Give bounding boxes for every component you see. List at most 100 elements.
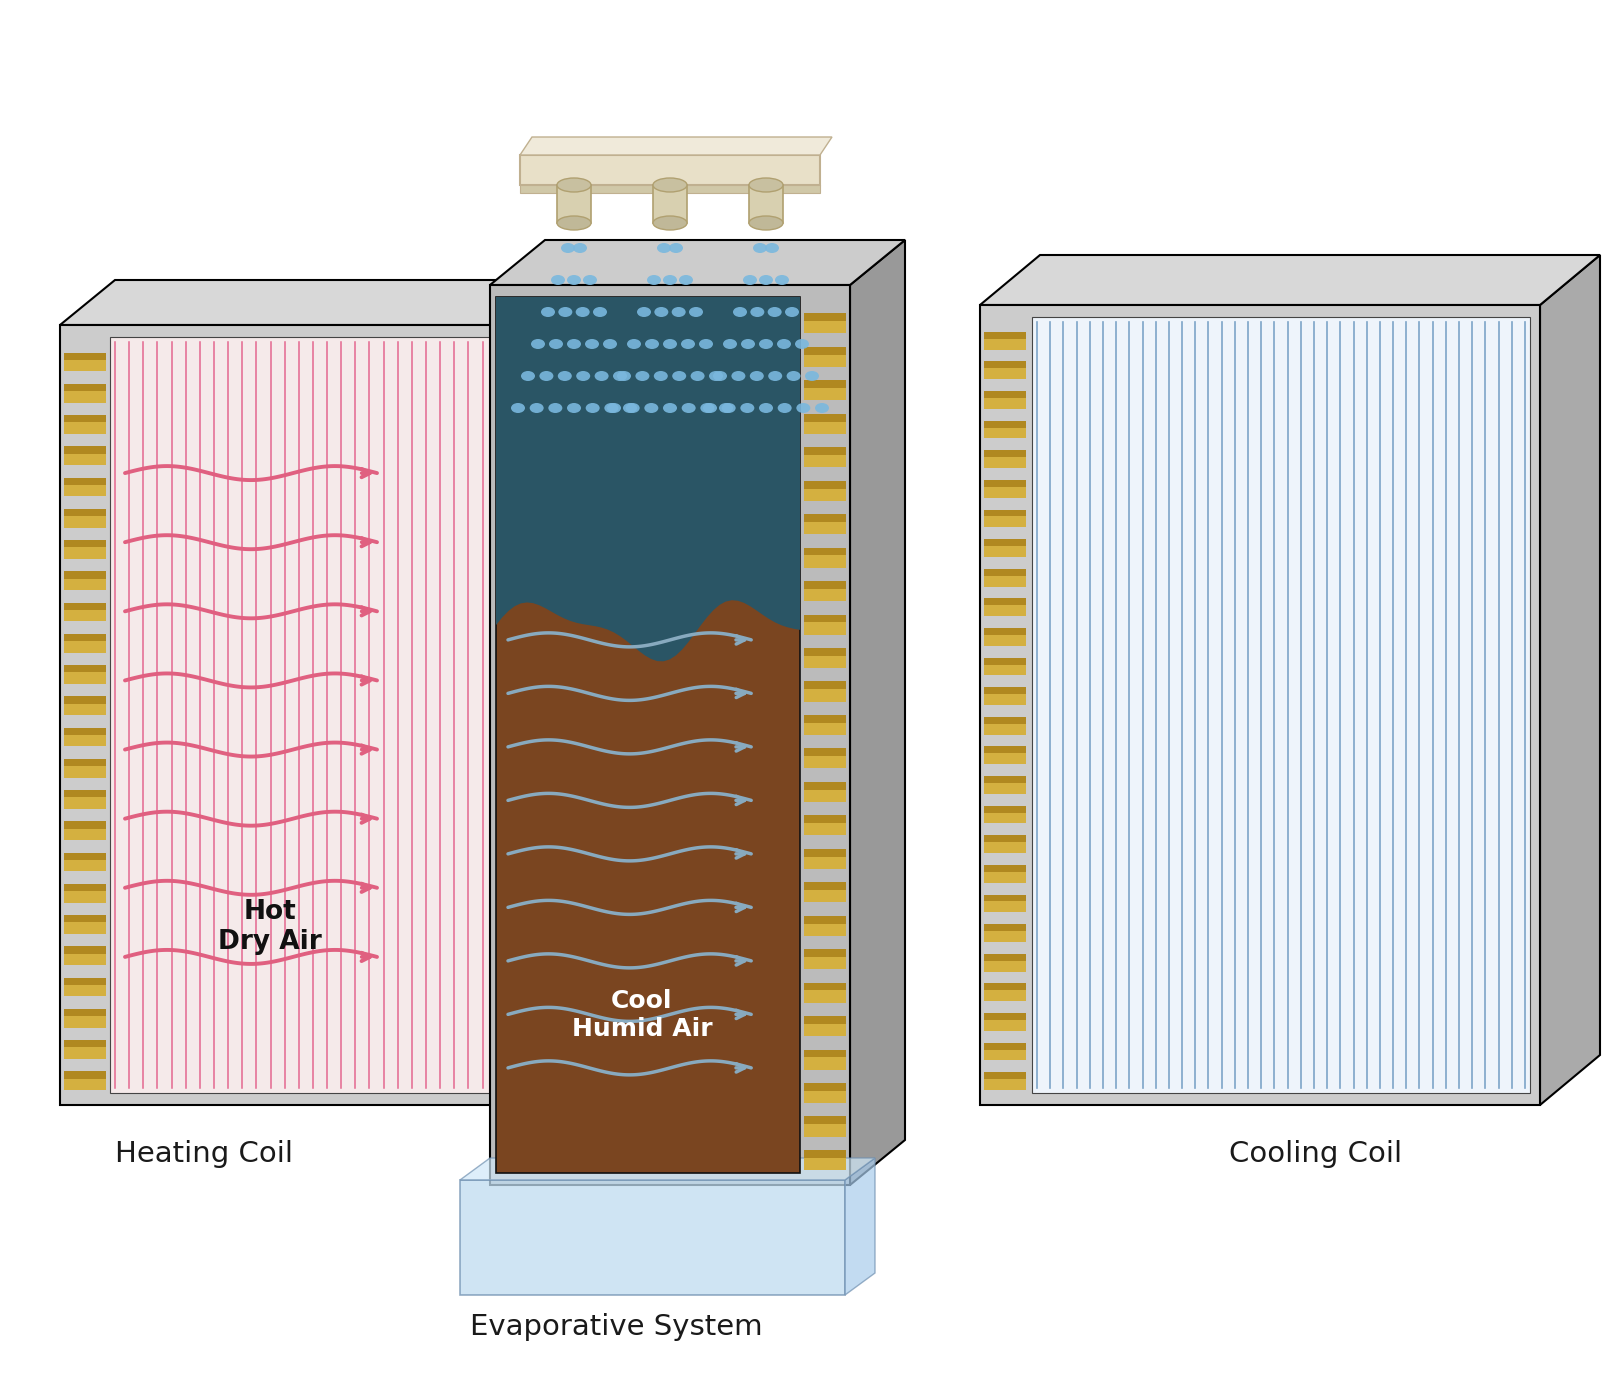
Polygon shape (983, 954, 1027, 961)
Polygon shape (64, 391, 106, 403)
Ellipse shape (561, 242, 574, 253)
Polygon shape (983, 391, 1027, 397)
Polygon shape (980, 305, 1540, 1105)
Polygon shape (983, 517, 1027, 528)
Polygon shape (983, 983, 1027, 990)
Ellipse shape (759, 276, 773, 285)
Ellipse shape (749, 371, 764, 381)
Polygon shape (64, 446, 106, 453)
Polygon shape (804, 514, 845, 522)
Ellipse shape (669, 242, 683, 253)
Ellipse shape (709, 371, 723, 381)
Ellipse shape (662, 276, 677, 285)
Polygon shape (1031, 317, 1530, 1093)
Polygon shape (64, 860, 106, 871)
Polygon shape (804, 582, 845, 589)
Ellipse shape (558, 371, 571, 381)
Polygon shape (64, 517, 106, 528)
Polygon shape (64, 602, 106, 609)
Polygon shape (64, 1071, 106, 1079)
Polygon shape (983, 339, 1027, 349)
Ellipse shape (786, 371, 800, 381)
Polygon shape (520, 137, 832, 155)
Ellipse shape (549, 403, 563, 413)
Polygon shape (64, 1079, 106, 1090)
Ellipse shape (723, 339, 736, 349)
Ellipse shape (682, 403, 696, 413)
Polygon shape (64, 353, 106, 360)
Polygon shape (653, 186, 687, 223)
Polygon shape (804, 381, 845, 388)
Ellipse shape (635, 371, 650, 381)
Polygon shape (804, 715, 845, 723)
Polygon shape (804, 856, 845, 868)
Polygon shape (983, 1050, 1027, 1061)
Polygon shape (64, 891, 106, 903)
Polygon shape (64, 759, 106, 766)
Polygon shape (64, 422, 106, 434)
Ellipse shape (622, 403, 637, 413)
Polygon shape (983, 931, 1027, 942)
Text: Heating Coil: Heating Coil (115, 1140, 294, 1168)
Ellipse shape (566, 276, 581, 285)
Text: Cooling Coil: Cooling Coil (1229, 1140, 1402, 1168)
Polygon shape (804, 891, 845, 902)
Ellipse shape (672, 371, 687, 381)
Ellipse shape (653, 179, 687, 193)
Polygon shape (804, 1116, 845, 1125)
Ellipse shape (662, 339, 677, 349)
Ellipse shape (658, 242, 670, 253)
Ellipse shape (595, 371, 608, 381)
Polygon shape (804, 990, 845, 1003)
Ellipse shape (576, 307, 590, 317)
Ellipse shape (768, 307, 781, 317)
Polygon shape (804, 346, 845, 355)
Ellipse shape (576, 371, 590, 381)
Ellipse shape (626, 403, 640, 413)
Polygon shape (983, 332, 1027, 339)
Ellipse shape (759, 403, 773, 413)
Ellipse shape (722, 403, 736, 413)
Ellipse shape (682, 339, 695, 349)
Ellipse shape (759, 339, 773, 349)
Polygon shape (804, 615, 845, 622)
Polygon shape (983, 397, 1027, 409)
Polygon shape (983, 724, 1027, 734)
Polygon shape (59, 325, 541, 1105)
Polygon shape (983, 539, 1027, 546)
Ellipse shape (582, 276, 597, 285)
Polygon shape (804, 982, 845, 990)
Polygon shape (983, 717, 1027, 724)
Ellipse shape (654, 307, 669, 317)
Polygon shape (64, 634, 106, 641)
Polygon shape (804, 622, 845, 634)
Ellipse shape (585, 403, 600, 413)
Polygon shape (983, 510, 1027, 517)
Polygon shape (983, 627, 1027, 634)
Polygon shape (983, 835, 1027, 842)
Polygon shape (804, 555, 845, 568)
Polygon shape (983, 421, 1027, 428)
Ellipse shape (672, 307, 685, 317)
Polygon shape (983, 1019, 1027, 1030)
Ellipse shape (557, 216, 590, 230)
Polygon shape (983, 368, 1027, 379)
Polygon shape (460, 1180, 845, 1295)
Polygon shape (804, 1091, 845, 1102)
Ellipse shape (646, 276, 661, 285)
Polygon shape (64, 485, 106, 496)
Polygon shape (64, 1047, 106, 1058)
Polygon shape (64, 697, 106, 704)
Ellipse shape (558, 307, 573, 317)
Text: Hot
Dry Air: Hot Dry Air (218, 899, 321, 954)
Polygon shape (983, 605, 1027, 616)
Polygon shape (64, 384, 106, 391)
Ellipse shape (749, 216, 783, 230)
Ellipse shape (775, 276, 789, 285)
Ellipse shape (549, 339, 563, 349)
Polygon shape (804, 648, 845, 656)
Polygon shape (64, 579, 106, 590)
Polygon shape (460, 1158, 876, 1180)
Polygon shape (983, 1072, 1027, 1079)
Polygon shape (59, 280, 595, 325)
